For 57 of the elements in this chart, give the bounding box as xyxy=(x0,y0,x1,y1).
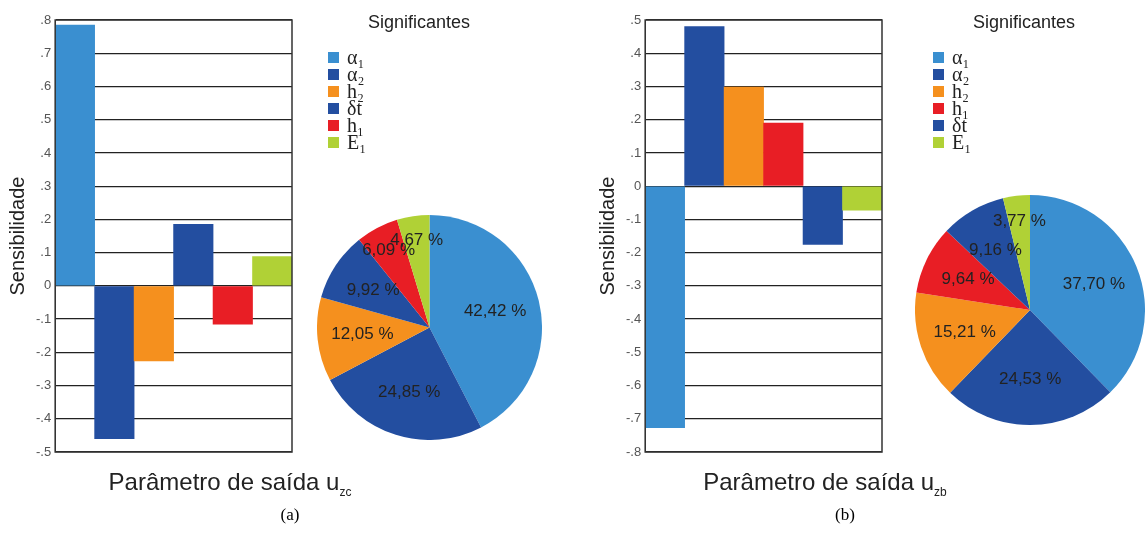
bar xyxy=(684,26,725,186)
y-tick-label: -.3 xyxy=(626,277,642,293)
y-tick-label: -.1 xyxy=(626,210,642,226)
bar xyxy=(94,286,135,440)
y-tick-label: .4 xyxy=(40,144,52,160)
x-axis-title: Parâmetro de saída u$_{zb}$ xyxy=(702,468,948,499)
y-tick-label: -.4 xyxy=(36,410,52,426)
bar xyxy=(723,86,764,186)
y-tick-label: -.5 xyxy=(626,343,642,359)
y-tick-label: -.5 xyxy=(36,443,52,459)
data-label: 24,85 % xyxy=(378,381,441,401)
y-tick-label: .5 xyxy=(40,111,52,127)
y-axis-title: Sensibilidade xyxy=(5,176,28,296)
bar xyxy=(133,286,174,362)
data-label: 37,70 % xyxy=(1062,273,1126,293)
y-tick-label: -.8 xyxy=(626,443,642,459)
y-tick-label: -.6 xyxy=(626,377,642,393)
bar xyxy=(802,186,843,245)
data-label: 42,42 % xyxy=(463,301,527,321)
y-tick-label: .2 xyxy=(40,210,52,226)
y-tick-label: .1 xyxy=(40,244,52,260)
y-tick-label: .3 xyxy=(40,177,52,193)
bar xyxy=(645,186,685,429)
y-tick-label: .6 xyxy=(40,78,52,94)
y-tick-label: -.7 xyxy=(626,410,642,426)
text: (b) xyxy=(834,505,856,525)
bar xyxy=(55,24,95,286)
y-axis-title: Sensibilidade xyxy=(595,176,618,296)
data-label: 15,21 % xyxy=(933,321,996,341)
y-tick-label: .7 xyxy=(40,44,52,60)
bar xyxy=(252,256,292,286)
text: (a) xyxy=(279,505,301,525)
legend-title: Significantes xyxy=(973,12,1076,33)
y-tick-label: -.1 xyxy=(36,310,52,326)
y-tick-label: -.2 xyxy=(36,343,52,359)
data-label: 24,53 % xyxy=(998,368,1062,388)
y-tick-label: .8 xyxy=(40,11,52,27)
legend-label: E₁ xyxy=(952,131,972,153)
bar xyxy=(173,224,214,286)
y-tick-label: .1 xyxy=(630,144,642,160)
y-tick-label: .3 xyxy=(630,78,642,94)
y-tick-label: .2 xyxy=(630,111,642,127)
x-axis-title: Parâmetro de saída u$_{zc}$ xyxy=(107,468,353,499)
y-tick-label: 0 xyxy=(43,277,52,293)
legend-title: Significantes xyxy=(368,12,471,33)
y-tick-label: -.3 xyxy=(36,377,52,393)
bar xyxy=(212,286,253,325)
y-tick-label: 0 xyxy=(633,177,642,193)
data-label: 9,64 % xyxy=(941,269,995,289)
data-label: 9,92 % xyxy=(346,280,400,300)
bar xyxy=(763,122,804,186)
y-tick-label: -.4 xyxy=(626,310,642,326)
y-tick-label: -.2 xyxy=(626,244,642,260)
data-label: 12,05 % xyxy=(331,324,394,344)
bar xyxy=(842,186,882,211)
y-tick-label: .4 xyxy=(630,44,642,60)
y-tick-label: .5 xyxy=(630,11,642,27)
